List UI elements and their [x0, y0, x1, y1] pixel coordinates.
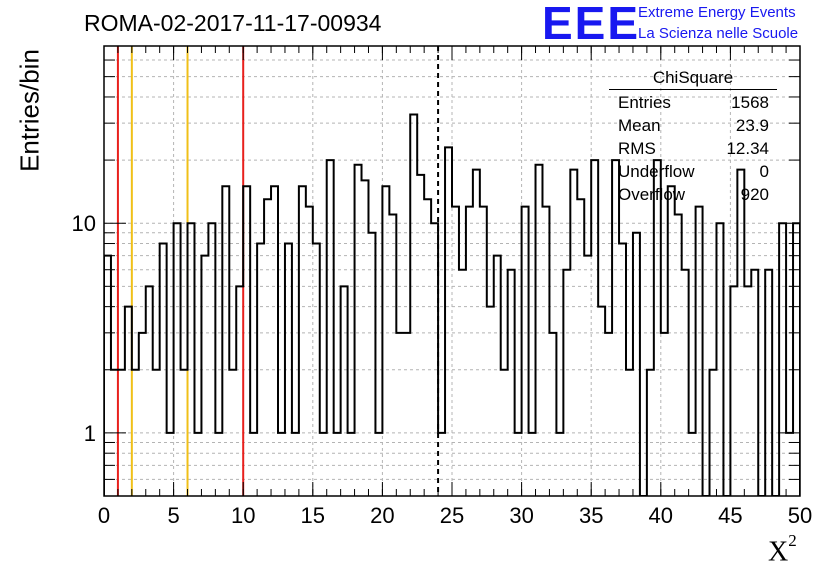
stats-row-entries: Entries 1568 — [618, 93, 769, 115]
x-tick-label: 5 — [167, 503, 179, 528]
x-tick-label: 0 — [98, 503, 110, 528]
stats-title: ChiSquare — [652, 68, 734, 87]
stats-label: Overflow — [618, 185, 686, 204]
stats-value: 1568 — [731, 93, 769, 112]
x-tick-label: 25 — [440, 503, 464, 528]
stats-label: Mean — [618, 116, 661, 135]
x-tick-label: 10 — [231, 503, 255, 528]
stats-label: Underflow — [618, 162, 695, 181]
x-tick-label: 45 — [718, 503, 742, 528]
stats-row-mean: Mean 23.9 — [618, 116, 769, 138]
eee-logo: EEE Extreme Energy Events La Scienza nel… — [542, 0, 836, 49]
stats-divider — [609, 89, 777, 90]
logo-line-2: La Scienza nelle Scuole — [638, 25, 799, 42]
stats-row-rms: RMS 12.34 — [618, 139, 769, 161]
chart-title: ROMA-02-2017-11-17-00934 — [84, 10, 382, 36]
stats-value: 23.9 — [735, 116, 769, 135]
histogram-series — [104, 113, 800, 496]
x-tick-label: 50 — [788, 503, 812, 528]
x-tick-label: 35 — [579, 503, 603, 528]
stats-value: 12.34 — [726, 139, 769, 158]
stats-label: RMS — [618, 139, 656, 158]
x-tick-label: 20 — [370, 503, 394, 528]
logo-line-1: Extreme Energy Events — [638, 4, 796, 21]
x-tick-label: 15 — [301, 503, 325, 528]
stats-row-overflow: Overflow 920 — [618, 185, 769, 207]
y-tick-label: 10 — [72, 211, 96, 236]
stats-row-underflow: Underflow 0 — [618, 162, 769, 184]
axis-ticks — [103, 45, 801, 497]
stats-value: 920 — [740, 185, 769, 204]
x-tick-labels: 0 5 10 15 20 25 30 35 40 45 50 — [98, 503, 812, 528]
x-axis-superscript: 2 — [788, 531, 797, 550]
y-tick-label: 1 — [84, 421, 96, 446]
x-tick-label: 30 — [509, 503, 533, 528]
x-tick-label: 40 — [649, 503, 673, 528]
y-axis-label: Entries/bin — [14, 49, 45, 172]
stats-value: 0 — [759, 162, 769, 181]
x-axis-label: X2 — [768, 531, 797, 568]
stats-label: Entries — [618, 93, 671, 112]
x-axis-symbol: X — [768, 536, 789, 568]
stats-box: ChiSquare Entries 1568 Mean 23.9 RMS 12.34 … — [609, 66, 777, 206]
y-tick-labels: 1 10 — [72, 211, 96, 446]
eee-logo-mark: EEE — [542, 0, 641, 49]
